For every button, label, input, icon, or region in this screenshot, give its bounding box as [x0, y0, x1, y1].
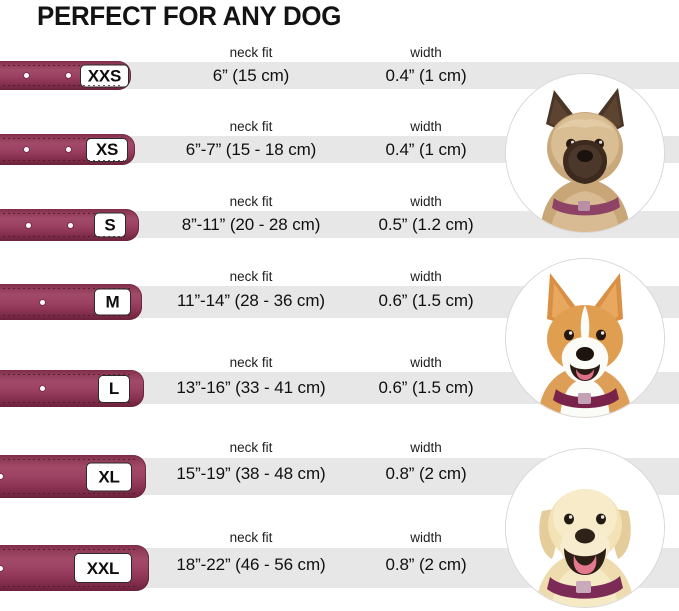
- neck-fit-header-l: neck fit: [229, 355, 273, 370]
- neck-fit-header-xxs: neck fit: [229, 45, 273, 60]
- width-header-l: width: [410, 355, 442, 370]
- strap-eyelet: [24, 147, 29, 152]
- neck-fit-value-xxl: 18”-22” (46 - 56 cm): [176, 555, 326, 574]
- collar-strap-l: L: [0, 370, 144, 407]
- width-header-m: width: [410, 269, 442, 284]
- width-header-s: width: [410, 194, 442, 209]
- neck-fit-value-l: 13”-16” (33 - 41 cm): [176, 378, 326, 397]
- width-value-xxl: 0.8” (2 cm): [385, 555, 467, 574]
- strap-eyelet: [66, 147, 71, 152]
- strap-eyelet: [68, 222, 73, 228]
- neck-fit-header-xxl: neck fit: [229, 530, 273, 545]
- width-header-xxs: width: [410, 45, 442, 60]
- width-header-xs: width: [410, 119, 442, 134]
- corgi-photo: [505, 258, 665, 418]
- strap-eyelet: [26, 222, 31, 228]
- size-badge-m: M: [94, 288, 131, 316]
- strap-eyelet: [40, 299, 45, 305]
- size-badge-xxl: XXL: [74, 553, 132, 583]
- strap-eyelet: [40, 386, 45, 391]
- page-title: PERFECT FOR ANY DOG: [37, 1, 342, 31]
- neck-fit-header-xs: neck fit: [229, 119, 273, 134]
- width-value-l: 0.6” (1.5 cm): [378, 378, 474, 397]
- strap-eyelet: [0, 565, 3, 571]
- size-badge-xs: XS: [86, 137, 128, 162]
- collar-strap-xl: XL: [0, 455, 146, 498]
- neck-fit-value-xxs: 6” (15 cm): [212, 66, 290, 85]
- size-badge-xxs: XXS: [80, 64, 129, 87]
- collar-strap-m: M: [0, 284, 142, 320]
- width-value-m: 0.6” (1.5 cm): [378, 291, 474, 310]
- width-value-xs: 0.4” (1 cm): [385, 140, 467, 159]
- width-header-xl: width: [410, 440, 442, 455]
- strap-eyelet: [24, 73, 29, 78]
- width-value-s: 0.5” (1.2 cm): [378, 215, 474, 234]
- collar-strap-s: S: [0, 209, 139, 241]
- neck-fit-value-m: 11”-14” (28 - 36 cm): [177, 291, 325, 310]
- collar-strap-xs: XS: [0, 134, 135, 165]
- neck-fit-header-xl: neck fit: [229, 440, 273, 455]
- labrador-photo: [505, 448, 665, 608]
- strap-eyelet: [66, 73, 71, 78]
- neck-fit-header-m: neck fit: [229, 269, 273, 284]
- cairn-terrier-photo: [505, 73, 665, 233]
- width-value-xxs: 0.4” (1 cm): [385, 66, 467, 85]
- neck-fit-value-s: 8”-11” (20 - 28 cm): [181, 215, 321, 234]
- strap-eyelet: [0, 474, 3, 479]
- neck-fit-value-xs: 6”-7” (15 - 18 cm): [185, 140, 317, 159]
- size-badge-l: L: [98, 374, 130, 403]
- width-header-xxl: width: [410, 530, 442, 545]
- collar-strap-xxs: XXS: [0, 61, 131, 90]
- size-badge-xl: XL: [86, 462, 132, 491]
- size-badge-s: S: [94, 212, 126, 238]
- neck-fit-header-s: neck fit: [229, 194, 273, 209]
- width-value-xl: 0.8” (2 cm): [385, 464, 467, 483]
- collar-strap-xxl: XXL: [0, 545, 149, 591]
- neck-fit-value-xl: 15”-19” (38 - 48 cm): [176, 464, 326, 483]
